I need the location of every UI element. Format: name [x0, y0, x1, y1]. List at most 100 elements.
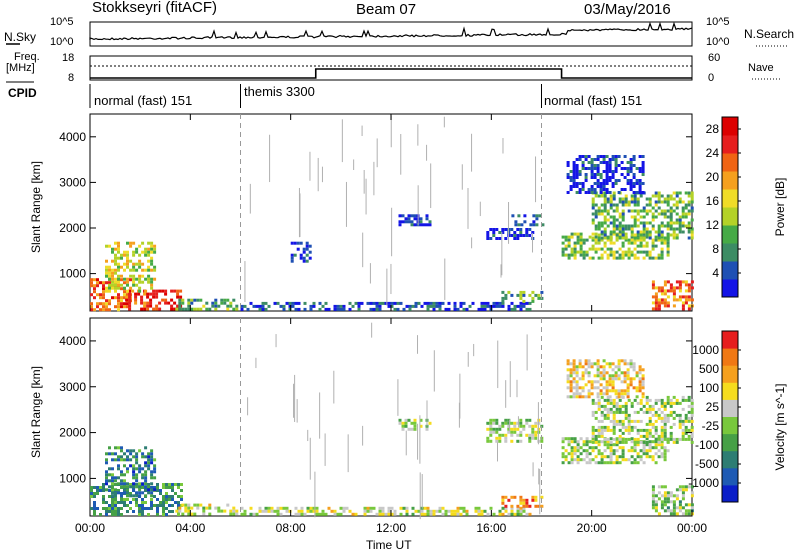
heatmap-cell [687, 289, 691, 293]
heatmap-cell [621, 404, 625, 408]
heatmap-cell [660, 443, 664, 447]
heatmap-cell [654, 256, 658, 260]
heatmap-cell [633, 461, 637, 465]
heatmap-cell [134, 292, 138, 296]
heatmap-cell [615, 449, 619, 453]
heatmap-cell [594, 227, 598, 231]
heatmap-cell [611, 185, 615, 188]
colorbar-swatch [722, 484, 738, 503]
heatmap-cell [393, 301, 397, 305]
heatmap-cell [102, 489, 105, 492]
heatmap-cell [639, 241, 643, 245]
heatmap-cell [164, 298, 168, 302]
heatmap-cell [144, 455, 148, 459]
colorbar-swatch [722, 117, 738, 136]
heatmap-cell [633, 200, 637, 204]
heatmap-cell [615, 407, 619, 411]
heatmap-cell [199, 503, 203, 507]
heatmap-cell [114, 283, 117, 287]
heatmap-cell [636, 250, 640, 254]
heatmap-cell [612, 230, 616, 234]
heatmap-cell [93, 290, 96, 294]
heatmap-cell [612, 250, 616, 254]
heatmap-cell [624, 253, 628, 257]
heatmap-cell [99, 308, 102, 312]
velocity-colorbar-label: Velocity [m s^-1] [773, 383, 787, 471]
heatmap-cell [177, 504, 180, 507]
heatmap-cell [123, 296, 126, 300]
heatmap-cell [654, 431, 658, 435]
colorbar-swatch [722, 225, 738, 244]
heatmap-cell [164, 301, 168, 305]
heatmap-cell [636, 256, 640, 260]
heatmap-cell [609, 203, 613, 207]
heatmap-cell [639, 221, 643, 225]
heatmap-cell [672, 401, 676, 405]
heatmap-cell [184, 506, 188, 510]
heatmap-cell [108, 308, 111, 312]
heatmap-cell [636, 401, 640, 405]
heatmap-cell [117, 510, 120, 513]
heatmap-cell [690, 230, 694, 234]
heatmap-cell [208, 307, 212, 311]
heatmap-cell [600, 209, 604, 213]
heatmap-cell [608, 158, 612, 161]
heatmap-cell [645, 212, 649, 216]
heatmap-cell [129, 449, 133, 453]
colorbar-frame [721, 116, 739, 298]
heatmap-cell [666, 200, 670, 204]
heatmap-cell [606, 425, 610, 429]
heatmap-cell [615, 461, 619, 465]
heatmap-cell [462, 506, 466, 510]
cpid-mode-3: normal (fast) 151 [544, 93, 643, 108]
heatmap-cell [534, 424, 538, 428]
heatmap-cell [584, 368, 588, 372]
heatmap-cell [581, 161, 585, 164]
heatmap-cell [639, 407, 643, 411]
heatmap-cell [495, 436, 499, 440]
heatmap-cell [609, 232, 613, 236]
heatmap-cell [681, 200, 685, 204]
heatmap-cell [105, 274, 108, 278]
heatmap-cell [516, 228, 520, 231]
heatmap-cell [143, 304, 147, 308]
heatmap-cell [393, 512, 397, 516]
heatmap-cell [297, 301, 301, 305]
heatmap-cell [663, 292, 667, 296]
heatmap-cell [129, 464, 133, 468]
heatmap-cell [627, 241, 631, 245]
heatmap-cell [165, 501, 168, 504]
heatmap-cell [146, 301, 150, 305]
heatmap-cell [627, 250, 631, 254]
velocity-ylabel: Slant Range [km] [29, 365, 43, 459]
heatmap-cell [687, 286, 691, 290]
heatmap-cell [603, 191, 607, 195]
heatmap-cell [514, 220, 518, 224]
heatmap-cell [123, 491, 126, 495]
heatmap-cell [531, 430, 535, 434]
heatmap-cell [660, 419, 664, 423]
heatmap-cell [141, 467, 145, 471]
heatmap-cell [501, 301, 505, 305]
heatmap-cell [171, 483, 174, 486]
heatmap-cell [150, 241, 154, 245]
heatmap-cell [199, 298, 203, 302]
heatmap-cell [588, 256, 592, 260]
heatmap-cell [114, 476, 117, 480]
heatmap-cell [638, 365, 642, 369]
heatmap-cell [507, 304, 511, 308]
heatmap-cell [611, 383, 615, 387]
heatmap-cell [678, 506, 682, 510]
heatmap-cell [138, 286, 142, 290]
heatmap-cell [642, 446, 646, 450]
heatmap-cell [114, 507, 117, 510]
colorbar-tick-label: -500 [695, 457, 719, 471]
heatmap-cell [111, 476, 114, 480]
heatmap-cell [569, 389, 573, 393]
heatmap-cell [618, 247, 622, 251]
heatmap-cell [663, 452, 667, 456]
heatmap-cell [632, 185, 636, 188]
heatmap-cell [617, 365, 621, 369]
heatmap-cell [657, 298, 661, 302]
heatmap-cell [678, 283, 682, 287]
